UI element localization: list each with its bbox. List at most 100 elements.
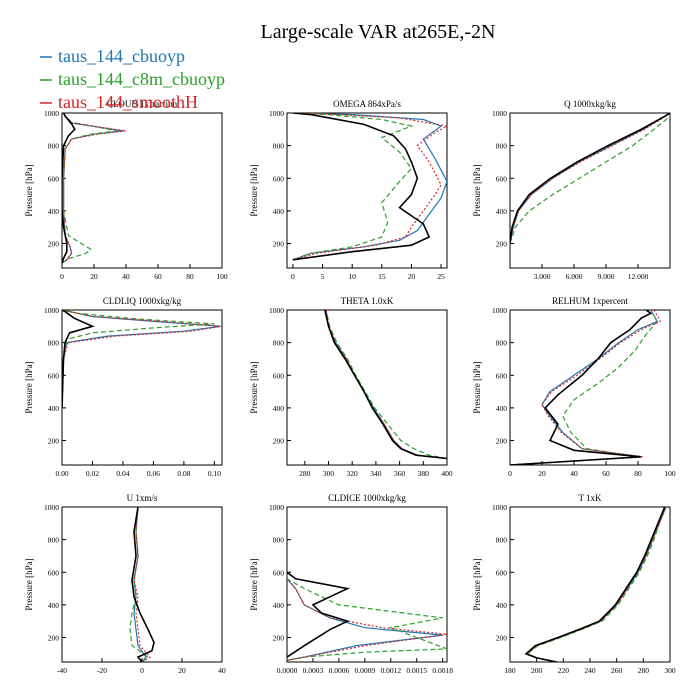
x-tick-label: 240 (584, 666, 596, 675)
x-tick-label: 100 (664, 469, 676, 478)
y-tick-label: 800 (496, 142, 508, 151)
series-line-reference (510, 113, 670, 244)
x-tick-label: 0.10 (208, 469, 221, 478)
y-tick-label: 200 (273, 634, 285, 643)
y-tick-label: 200 (496, 634, 508, 643)
x-tick-label: 40 (570, 469, 578, 478)
y-tick-label: 1000 (44, 109, 59, 118)
panel-title: Q 1000xkg/kg (564, 99, 616, 109)
series-line-taus_144_cbuoyp (510, 113, 670, 244)
series-line-taus_144_c8m_cbuoyp (526, 507, 667, 662)
y-tick-label: 400 (496, 601, 508, 610)
x-tick-label: 5 (321, 272, 325, 281)
y-tick-label: 800 (496, 536, 508, 545)
series-line-taus_144_c8m_cbuoyp (129, 507, 149, 662)
x-tick-label: 60 (154, 272, 162, 281)
figure-title: Large-scale VAR at265E,-2N (261, 21, 496, 43)
y-tick-label: 200 (496, 240, 508, 249)
series-line-reference (324, 310, 447, 460)
series-line-taus_144_smoothH (510, 310, 662, 465)
x-tick-label: 0.0009 (355, 666, 376, 675)
x-tick-label: 0.0015 (406, 666, 427, 675)
series-line-taus_144_c8m_cbuoyp (292, 113, 414, 261)
panel-title: U 1xm/s (127, 493, 158, 503)
panel-frame (286, 506, 448, 663)
series-line-taus_144_smoothH (133, 507, 151, 662)
y-tick-label: 800 (496, 339, 508, 348)
y-tick-label: 1000 (269, 109, 284, 118)
x-tick-label: 320 (347, 469, 359, 478)
y-tick-label: 200 (48, 634, 60, 643)
series-line-taus_144_cbuoyp (526, 507, 667, 662)
x-tick-label: 10 (348, 272, 356, 281)
y-tick-label: 200 (496, 437, 508, 446)
y-tick-label: 400 (273, 601, 285, 610)
series-line-taus_144_smoothH (292, 113, 447, 261)
y-tick-label: 200 (273, 240, 285, 249)
series-line-reference (131, 507, 155, 662)
y-tick-label: 400 (273, 404, 285, 413)
x-tick-label: 220 (558, 666, 570, 675)
panel-frame (509, 506, 671, 663)
y-tick-label: 400 (48, 601, 60, 610)
series-line-taus_144_cbuoyp (325, 310, 447, 460)
series-line-taus_144_smoothH (510, 113, 670, 244)
y-tick-label: 600 (48, 568, 60, 577)
x-tick-label: 100 (216, 272, 228, 281)
y-tick-label: 1000 (492, 109, 507, 118)
series-line-reference (287, 571, 351, 658)
x-tick-label: 300 (323, 469, 335, 478)
panel-title: THETA 1.0xK (341, 296, 394, 306)
y-tick-label: 800 (273, 142, 285, 151)
y-tick-label: 1000 (269, 306, 284, 315)
panel-title: RELHUM 1xpercent (552, 296, 628, 306)
y-tick-label: 800 (48, 339, 60, 348)
y-tick-label: 400 (48, 404, 60, 413)
y-tick-label: 600 (273, 174, 285, 183)
y-axis-label: Pressure [hPa] (472, 164, 482, 216)
y-tick-label: 200 (273, 437, 285, 446)
panel-title: OMEGA 864xPa/s (333, 99, 401, 109)
x-tick-label: 360 (394, 469, 406, 478)
panel-frame (286, 309, 448, 466)
x-tick-label: 20 (90, 272, 98, 281)
x-tick-label: 20 (538, 469, 546, 478)
y-tick-label: 1000 (44, 503, 59, 512)
panel-frame (286, 112, 448, 269)
x-tick-label: 200 (531, 666, 543, 675)
x-tick-label: 3.000 (534, 272, 551, 281)
legend-label: taus_144_cbuoyp (58, 46, 185, 66)
x-tick-label: 0 (291, 272, 295, 281)
x-tick-label: 340 (370, 469, 382, 478)
x-tick-label: 0.0006 (329, 666, 350, 675)
legend-label: taus_144_smoothH (58, 92, 198, 112)
x-tick-label: 60 (602, 469, 610, 478)
y-tick-label: 600 (496, 371, 508, 380)
panel-title: CLOUD 1xfraction (107, 99, 178, 109)
panel-3: Q 1000xkg/kg Pressure [hPa] 200 400 600 800 10… (472, 99, 671, 281)
series-line-taus_144_cbuoyp (510, 310, 659, 465)
series-line-taus_144_c8m_cbuoyp (287, 578, 447, 661)
y-tick-label: 600 (48, 371, 60, 380)
y-axis-label: Pressure [hPa] (249, 164, 259, 216)
x-tick-label: 6.000 (566, 272, 583, 281)
y-axis-label: Pressure [hPa] (24, 164, 34, 216)
x-tick-label: 25 (437, 272, 445, 281)
x-tick-label: 40 (218, 666, 226, 675)
panel-9: T 1xK Pressure [hPa] 200 400 600 800 1000 180 20… (472, 493, 676, 675)
y-tick-label: 1000 (269, 503, 284, 512)
y-tick-label: 200 (48, 240, 60, 249)
x-tick-label: -20 (97, 666, 107, 675)
x-tick-label: 400 (441, 469, 453, 478)
y-axis-label: Pressure [hPa] (472, 361, 482, 413)
panel-4: CLDLIQ 1000xkg/kg Pressure [hPa] 200 400 600… (24, 296, 223, 478)
panel-8: CLDICE 1000xkg/kg Pressure [hPa] 200 400 600… (249, 493, 453, 675)
y-tick-label: 600 (273, 568, 285, 577)
panel-title: T 1xK (578, 493, 602, 503)
series-line-taus_144_smoothH (526, 507, 667, 662)
x-tick-label: 80 (634, 469, 642, 478)
